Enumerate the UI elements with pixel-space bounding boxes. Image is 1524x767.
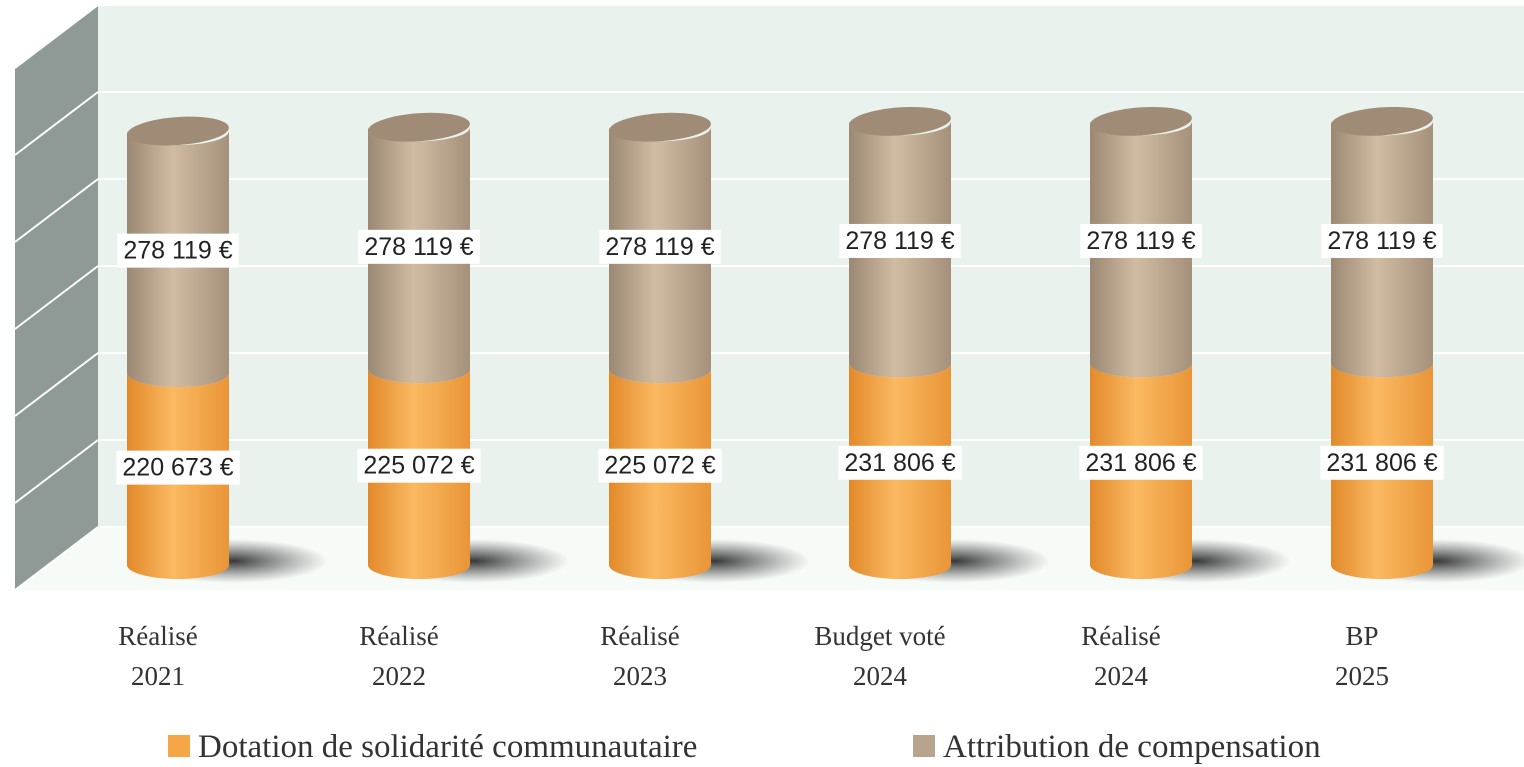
value-label-box: [357, 448, 481, 483]
x-tick-label: 2025: [1335, 661, 1389, 691]
side-grid-line: [14, 352, 99, 417]
x-tick-label: Réalisé: [1081, 621, 1160, 651]
value-label: 225 072 €: [604, 452, 715, 480]
x-tick-label: BP: [1345, 621, 1378, 651]
x-tick-label: 2021: [131, 661, 185, 691]
cylinder-top: [1090, 106, 1192, 136]
value-label: 231 806 €: [1326, 449, 1437, 477]
cylinder-top: [609, 112, 711, 142]
value-label-box: [1320, 445, 1444, 480]
x-tick-label: Réalisé: [359, 621, 438, 651]
value-label-box: [598, 448, 722, 483]
value-label-box: [1321, 223, 1443, 258]
value-label: 278 119 €: [123, 237, 232, 265]
side-grid-line: [14, 4, 99, 69]
value-label: 231 806 €: [1085, 449, 1196, 477]
side-grid-line: [14, 526, 99, 591]
x-tick-label: Budget voté: [814, 621, 945, 651]
x-tick-label: 2024: [853, 661, 908, 691]
side-grid-line: [14, 439, 99, 504]
value-label: 278 119 €: [1086, 227, 1195, 255]
x-tick-label: Réalisé: [600, 621, 679, 651]
value-label: 225 072 €: [363, 452, 474, 480]
side-grid-line: [14, 91, 99, 156]
legend-swatch: [168, 735, 190, 757]
legend-label: Dotation de solidarité communautaire: [198, 729, 697, 765]
value-label-box: [116, 450, 240, 485]
grid: [14, 4, 1524, 591]
side-grid-line: [14, 265, 99, 330]
value-label: 278 119 €: [845, 227, 954, 255]
value-label-box: [599, 229, 721, 264]
value-label-box: [358, 229, 480, 264]
x-tick-label: 2022: [372, 661, 426, 691]
value-label: 278 119 €: [1327, 227, 1436, 255]
value-label: 278 119 €: [605, 233, 714, 261]
x-tick-label: Réalisé: [118, 621, 197, 651]
cylinder-top: [368, 112, 470, 142]
x-tick-label: 2024: [1094, 661, 1149, 691]
side-grid-line: [14, 178, 99, 243]
x-tick-label: 2023: [613, 661, 667, 691]
value-label-box: [1079, 445, 1203, 480]
cylinder-top: [1331, 106, 1433, 136]
value-label-box: [1080, 223, 1202, 258]
value-label: 278 119 €: [364, 233, 473, 261]
value-label-box: [838, 445, 962, 480]
value-label-box: [117, 233, 239, 268]
legend-swatch: [913, 735, 935, 757]
value-label-box: [839, 223, 961, 258]
legend-label: Attribution de compensation: [943, 729, 1321, 765]
cylinder-top: [127, 116, 229, 146]
cylinder-top: [849, 106, 951, 136]
value-label: 231 806 €: [844, 449, 955, 477]
value-label: 220 673 €: [122, 454, 233, 482]
labels: 220 673 € 278 119 € 225 072 € 278 119 € 225 …: [116, 223, 1444, 485]
